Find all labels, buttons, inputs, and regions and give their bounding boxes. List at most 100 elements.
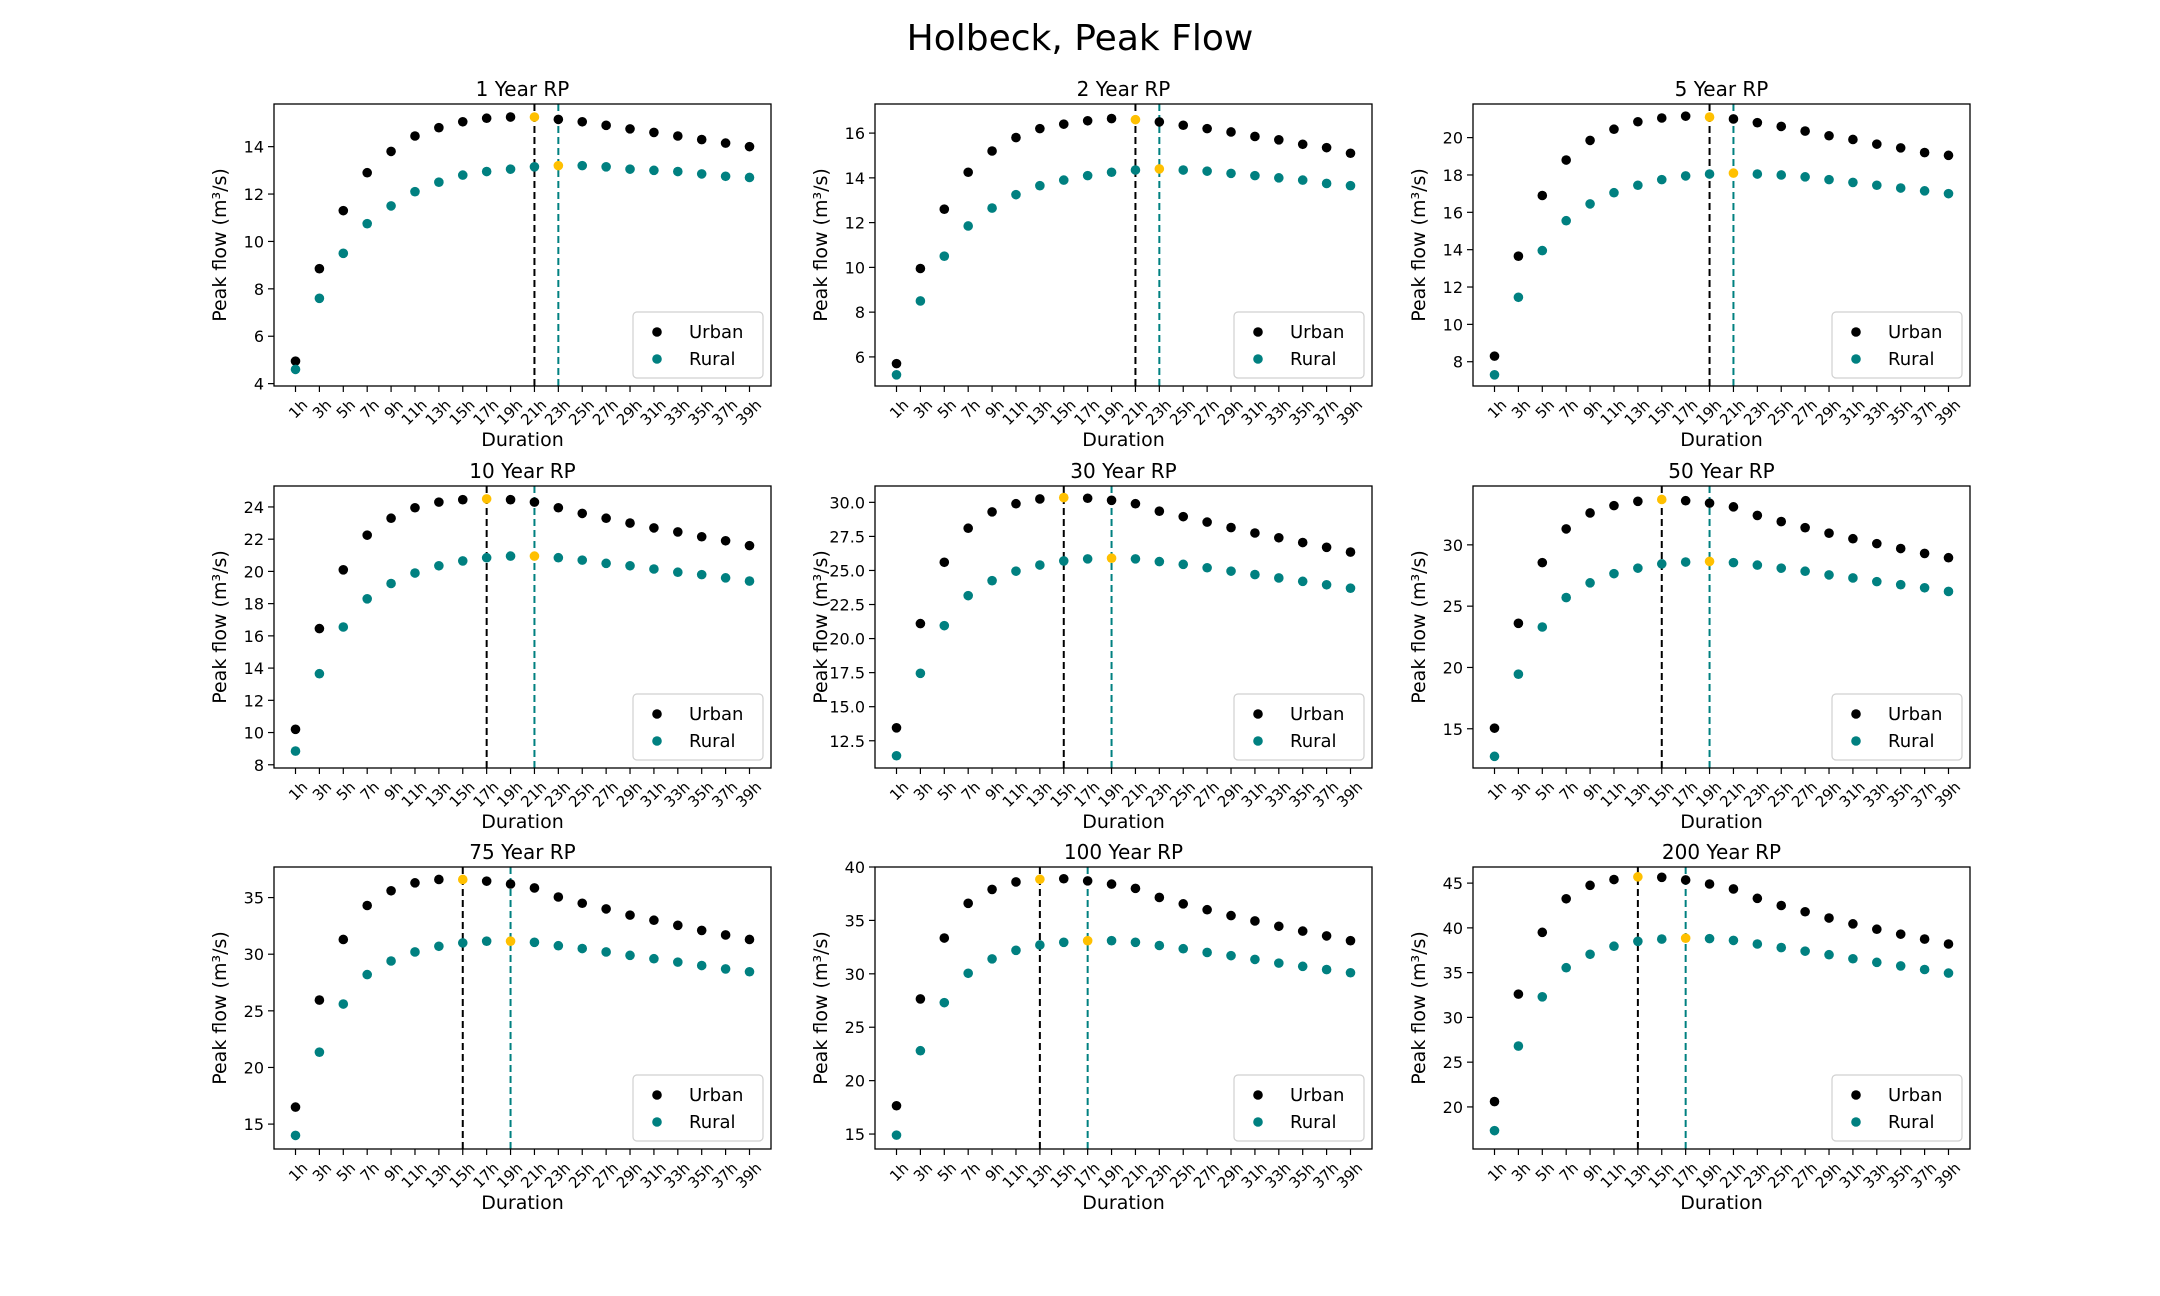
urban-point [1800,522,1810,533]
urban-point [481,494,492,504]
urban-point [1513,251,1524,262]
rural-point [891,750,902,761]
urban-point [1537,927,1548,938]
urban-point [1035,123,1045,134]
urban-point [1130,498,1141,509]
urban-point [1202,517,1212,527]
urban-point [1824,528,1834,539]
urban-point [362,167,372,178]
urban-point [673,131,683,141]
y-tick-label: 16 [244,627,264,646]
legend-label: Urban [1888,704,1942,725]
rural-point [673,166,683,177]
rural-point [481,166,492,177]
urban-point [744,540,755,551]
urban-point [1656,494,1667,505]
rural-point [744,172,755,183]
rural-point [386,956,396,966]
urban-point [1895,143,1906,153]
urban-point [1656,113,1667,123]
y-tick-label: 30 [1443,536,1463,555]
urban-point [1082,876,1093,886]
urban-point [553,892,564,902]
y-tick-label: 22 [244,530,264,549]
x-tick-label: 3h [910,396,936,422]
legend-label: Urban [689,1085,743,1106]
y-axis-label: Peak flow (m³/s) [810,168,832,322]
urban-point [1561,893,1571,904]
urban-point [577,508,588,519]
rural-point [1895,961,1906,971]
rural-point [939,251,950,261]
y-tick-label: 25 [845,1018,865,1037]
legend-marker [652,327,662,337]
legend-marker [1253,1090,1263,1100]
urban-point [338,564,349,575]
urban-point [1824,913,1834,923]
x-tick-label: 1h [886,778,912,804]
y-tick-label: 45 [1443,874,1463,893]
rural-point [1680,171,1691,181]
urban-point [1680,875,1691,885]
y-tick-label: 10 [244,724,264,743]
urban-point [1250,528,1260,538]
urban-point [1609,500,1619,511]
rural-point [457,938,468,948]
urban-point [481,113,492,124]
rural-point [481,936,492,946]
legend-marker [1851,1117,1861,1127]
urban-point [529,497,540,507]
x-tick-label: 7h [1556,1159,1582,1185]
legend-label: Rural [1888,731,1935,752]
urban-point [720,138,731,148]
rural-point [1202,562,1212,573]
rural-point [1895,579,1906,590]
rural-point [553,552,564,563]
x-axis-label: Duration [1082,1192,1165,1214]
rural-point [553,940,564,951]
urban-point [362,530,372,540]
y-tick-label: 25 [1443,597,1463,616]
urban-point [1943,939,1954,949]
legend-marker [652,354,662,364]
x-tick-label: 5h [1532,778,1558,804]
y-tick-label: 16 [845,124,865,143]
urban-point [744,934,755,945]
urban-point [1728,884,1739,894]
rural-point [1489,1125,1500,1136]
rural-point [1848,953,1858,964]
rural-point [553,160,564,171]
rural-point [1082,554,1093,564]
y-tick-label: 4 [254,375,264,394]
rural-point [1058,937,1069,948]
urban-point [891,358,902,369]
y-tick-label: 14 [244,138,264,157]
urban-point [1345,547,1356,557]
legend: Urban Rural [1233,693,1365,761]
urban-point [1202,123,1212,134]
x-tick-label: 1h [285,778,311,804]
urban-point [505,494,516,505]
x-tick-label: 39h [1333,778,1366,811]
urban-point [386,513,396,524]
legend-label: Rural [689,1112,736,1133]
x-tick-label: 5h [1532,1159,1558,1185]
rural-point [1656,559,1667,569]
chart-title: 100 Year RP [1064,840,1183,864]
rural-point [1609,941,1619,952]
rural-point [915,1045,926,1056]
legend-marker [1253,736,1263,746]
rural-point [338,248,349,259]
chart-panel: 75 Year RP15202530351h3h5h7h9h11h13h15h1… [209,840,772,1214]
rural-point [1513,669,1524,680]
x-tick-label: 3h [1508,396,1534,422]
rural-point [505,164,516,174]
rural-point [505,936,516,946]
rural-point [1178,165,1189,175]
urban-point [1943,552,1954,563]
urban-point [505,879,516,889]
legend-label: Urban [1290,1085,1344,1106]
x-tick-label: 1h [886,1159,912,1185]
x-tick-label: 5h [333,396,359,422]
rural-point [362,218,372,229]
